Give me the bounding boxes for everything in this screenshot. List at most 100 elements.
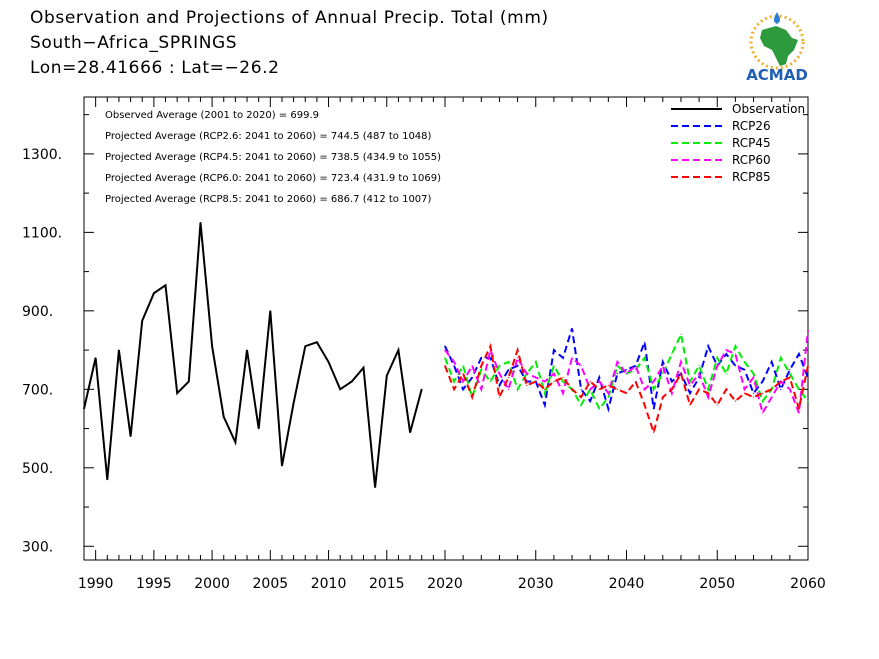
data-point-rcp85: [625, 392, 628, 394]
x-tick-label: 2060: [790, 576, 826, 592]
data-point-rcp26: [544, 404, 546, 406]
data-point-observation: [211, 345, 213, 347]
data-point-rcp26: [607, 408, 609, 410]
data-point-rcp45: [607, 396, 609, 398]
data-point-rcp45: [453, 380, 455, 383]
data-point-rcp26: [671, 380, 673, 383]
data-point-rcp60: [698, 373, 700, 375]
data-point-rcp85: [743, 392, 746, 394]
stat-line: Projected Average (RCP4.5: 2041 to 2060)…: [105, 152, 441, 163]
data-point-observation: [223, 416, 225, 418]
data-point-rcp85: [580, 396, 582, 398]
data-point-rcp26: [462, 388, 464, 390]
data-point-rcp85: [453, 388, 455, 390]
coordinates-label: Lon=28.41666 : Lat=−26.2: [30, 58, 280, 78]
data-point-rcp26: [598, 376, 600, 379]
data-point-rcp45: [507, 361, 510, 363]
stat-line: Projected Average (RCP8.5: 2041 to 2060)…: [105, 194, 432, 205]
data-point-rcp60: [671, 392, 673, 394]
data-point-rcp60: [517, 357, 519, 359]
data-point-observation: [106, 478, 108, 481]
data-point-rcp85: [544, 388, 546, 390]
data-point-rcp85: [634, 380, 637, 383]
legend-label-rcp85: RCP85: [732, 170, 771, 184]
data-point-rcp26: [625, 369, 628, 371]
data-point-rcp60: [471, 365, 473, 367]
data-point-rcp26: [653, 408, 655, 410]
data-point-rcp85: [480, 365, 482, 367]
data-point-observation: [164, 284, 167, 286]
data-point-observation: [409, 431, 411, 434]
data-point-rcp26: [698, 376, 700, 379]
data-point-rcp45: [562, 380, 564, 383]
data-point-rcp26: [752, 392, 755, 394]
legend-label-rcp60: RCP60: [732, 153, 771, 167]
data-point-rcp26: [616, 373, 619, 375]
data-point-rcp26: [689, 392, 691, 394]
data-point-rcp45: [544, 392, 546, 394]
data-point-rcp26: [644, 341, 646, 343]
data-point-rcp26: [789, 369, 791, 371]
x-tick-label: 2005: [253, 576, 289, 592]
data-point-rcp45: [444, 357, 446, 359]
data-point-rcp60: [680, 361, 682, 363]
data-point-rcp45: [743, 361, 746, 363]
data-point-observation: [141, 320, 143, 322]
data-point-rcp26: [444, 345, 446, 347]
data-point-rcp85: [462, 373, 464, 375]
data-point-rcp85: [653, 431, 655, 434]
y-tick-label: 1300.: [22, 147, 62, 163]
stat-line: Projected Average (RCP2.6: 2041 to 2060)…: [105, 131, 432, 142]
data-point-rcp85: [644, 404, 646, 406]
x-tick-label: 2010: [311, 576, 347, 592]
data-point-rcp60: [544, 380, 546, 383]
data-point-rcp60: [580, 365, 582, 367]
data-point-rcp60: [653, 380, 655, 383]
series-line-rcp85: [444, 342, 809, 437]
data-point-rcp26: [725, 353, 727, 355]
data-point-observation: [374, 486, 376, 489]
data-point-rcp60: [762, 412, 764, 414]
data-point-rcp26: [707, 345, 709, 347]
x-tick-label: 2030: [518, 576, 554, 592]
data-point-rcp85: [535, 380, 537, 383]
data-point-rcp60: [798, 412, 800, 414]
data-point-observation: [421, 388, 423, 390]
africa-shape-icon: [760, 26, 798, 66]
series-line-rcp26: [444, 328, 809, 413]
data-point-rcp85: [616, 388, 619, 390]
data-point-rcp85: [489, 345, 491, 347]
data-point-rcp60: [625, 373, 628, 375]
data-point-rcp26: [762, 380, 764, 383]
data-point-rcp45: [780, 357, 782, 359]
data-point-observation: [199, 221, 202, 224]
data-point-rcp45: [535, 361, 537, 363]
data-point-rcp45: [644, 357, 646, 359]
data-point-observation: [293, 402, 295, 404]
data-point-rcp85: [662, 396, 664, 398]
data-point-rcp45: [598, 408, 600, 410]
data-point-rcp60: [526, 373, 528, 375]
data-point-observation: [95, 357, 97, 359]
africa-map-logo-icon: ACMAD: [746, 12, 808, 84]
data-point-rcp45: [653, 388, 655, 390]
data-point-rcp60: [725, 349, 727, 351]
data-point-rcp26: [507, 369, 510, 371]
data-point-rcp60: [553, 373, 555, 375]
x-tick-label: 2040: [609, 576, 645, 592]
data-point-rcp60: [752, 376, 755, 379]
data-point-observation: [362, 367, 365, 369]
data-point-rcp60: [716, 365, 718, 367]
data-point-rcp45: [480, 369, 482, 371]
data-point-observation: [304, 345, 306, 347]
data-point-rcp60: [789, 388, 791, 390]
data-point-rcp45: [789, 373, 791, 375]
data-point-observation: [316, 341, 318, 343]
data-point-rcp85: [498, 396, 501, 398]
data-point-rcp60: [616, 361, 619, 363]
data-point-rcp85: [762, 392, 764, 394]
data-point-rcp26: [798, 353, 800, 355]
data-point-observation: [234, 441, 236, 443]
data-point-rcp85: [789, 376, 791, 379]
data-point-rcp60: [598, 380, 600, 383]
